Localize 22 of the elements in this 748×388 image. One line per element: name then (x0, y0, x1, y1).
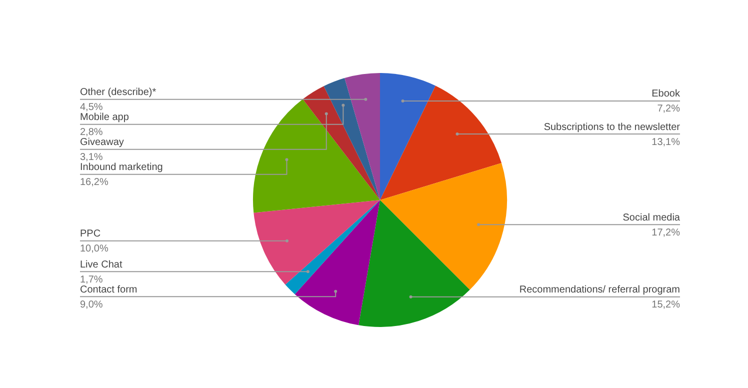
slice-label: PPC (80, 228, 101, 240)
slice-label: Inbound marketing (80, 162, 163, 174)
slice-label: Live Chat (80, 259, 122, 270)
data-label: 4,5% (80, 102, 103, 114)
slice-label: Subscriptions to the newsletter (544, 122, 681, 133)
data-label: 10,0% (80, 244, 108, 255)
slice-label: Mobile app (80, 112, 130, 124)
data-label: 17,2% (652, 227, 680, 238)
slice-label: Recommendations/ referral program (519, 284, 680, 296)
data-label: 9,0% (80, 299, 103, 310)
slice-label: Ebook (652, 88, 681, 100)
data-label: 2,8% (80, 127, 103, 138)
slice-label: Giveaway (80, 137, 124, 148)
data-label: 16,2% (80, 177, 108, 188)
data-label: 7,2% (657, 104, 680, 115)
data-label: 3,1% (80, 152, 103, 164)
slice-label: Social media (622, 212, 680, 224)
slice-label: Contact form (80, 284, 138, 296)
slice-label: Other (describe)* (80, 87, 156, 98)
data-label: 15,2% (652, 300, 680, 311)
data-label: 13,1% (652, 136, 680, 148)
data-label: 1,7% (80, 274, 103, 286)
